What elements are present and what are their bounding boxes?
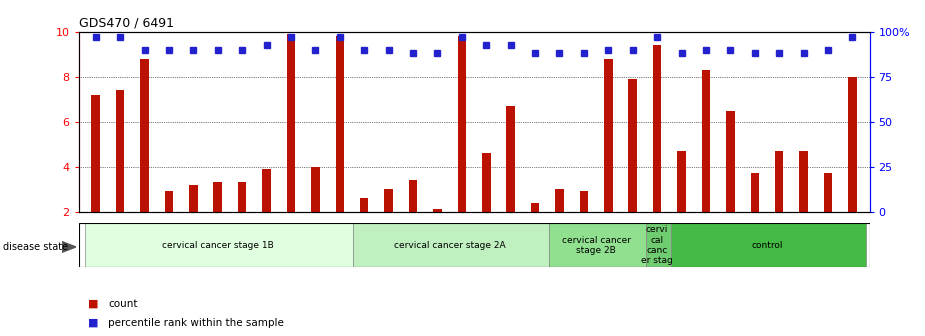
Text: disease state: disease state xyxy=(3,242,68,252)
Bar xyxy=(647,223,671,267)
Bar xyxy=(263,169,271,212)
Text: percentile rank within the sample: percentile rank within the sample xyxy=(108,318,284,328)
Bar xyxy=(116,90,124,212)
Bar xyxy=(360,198,368,212)
Text: GDS470 / 6491: GDS470 / 6491 xyxy=(79,16,174,29)
Bar xyxy=(775,151,783,212)
Bar xyxy=(385,189,393,212)
Bar xyxy=(702,70,710,212)
Text: ■: ■ xyxy=(88,318,98,328)
Bar xyxy=(671,223,866,267)
Bar xyxy=(799,151,808,212)
Bar xyxy=(214,182,222,212)
Bar xyxy=(506,106,515,212)
Text: cervical cancer
stage 2B: cervical cancer stage 2B xyxy=(561,236,631,255)
Bar xyxy=(238,182,246,212)
Bar xyxy=(433,209,442,212)
Text: cervi
cal
canc
er stag: cervi cal canc er stag xyxy=(641,225,673,265)
Text: cervical cancer stage 2A: cervical cancer stage 2A xyxy=(394,241,505,250)
Text: ■: ■ xyxy=(88,299,98,309)
Bar xyxy=(336,36,344,212)
Bar xyxy=(409,180,417,212)
Bar xyxy=(287,34,295,212)
Bar xyxy=(628,79,637,212)
Bar xyxy=(458,36,466,212)
Bar xyxy=(311,167,320,212)
Text: cervical cancer stage 1B: cervical cancer stage 1B xyxy=(162,241,274,250)
Bar xyxy=(653,45,661,212)
Bar xyxy=(726,111,734,212)
Bar xyxy=(165,192,173,212)
Text: count: count xyxy=(108,299,138,309)
Bar xyxy=(604,59,612,212)
Bar xyxy=(677,151,685,212)
Bar xyxy=(848,77,857,212)
Bar xyxy=(750,173,759,212)
Bar xyxy=(189,185,198,212)
Text: control: control xyxy=(751,241,783,250)
Bar xyxy=(531,203,539,212)
Bar xyxy=(92,95,100,212)
Polygon shape xyxy=(62,242,76,252)
Bar xyxy=(141,59,149,212)
Bar xyxy=(555,189,563,212)
Bar xyxy=(482,153,490,212)
Bar xyxy=(85,223,353,267)
Bar xyxy=(549,223,647,267)
Bar xyxy=(824,173,833,212)
Bar xyxy=(353,223,549,267)
Bar xyxy=(580,192,588,212)
